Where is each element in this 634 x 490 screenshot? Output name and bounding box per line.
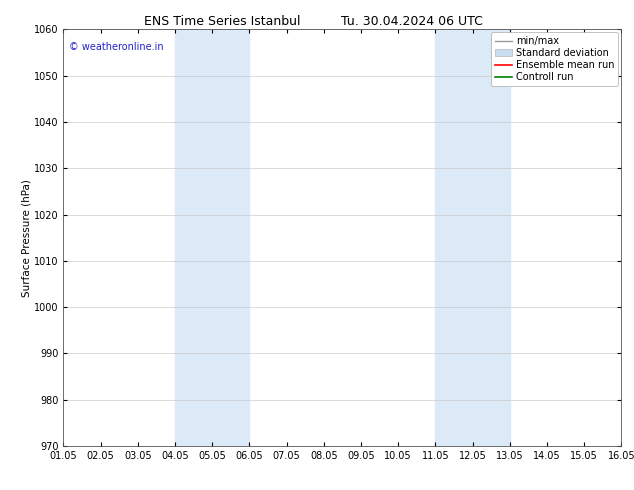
Bar (436, 29, 510, 446)
Text: Tu. 30.04.2024 06 UTC: Tu. 30.04.2024 06 UTC (341, 15, 483, 28)
Y-axis label: Surface Pressure (hPa): Surface Pressure (hPa) (21, 179, 31, 296)
Text: ENS Time Series Istanbul: ENS Time Series Istanbul (144, 15, 300, 28)
Bar (175, 29, 249, 446)
Legend: min/max, Standard deviation, Ensemble mean run, Controll run: min/max, Standard deviation, Ensemble me… (491, 32, 618, 86)
Text: © weatheronline.in: © weatheronline.in (69, 42, 164, 52)
